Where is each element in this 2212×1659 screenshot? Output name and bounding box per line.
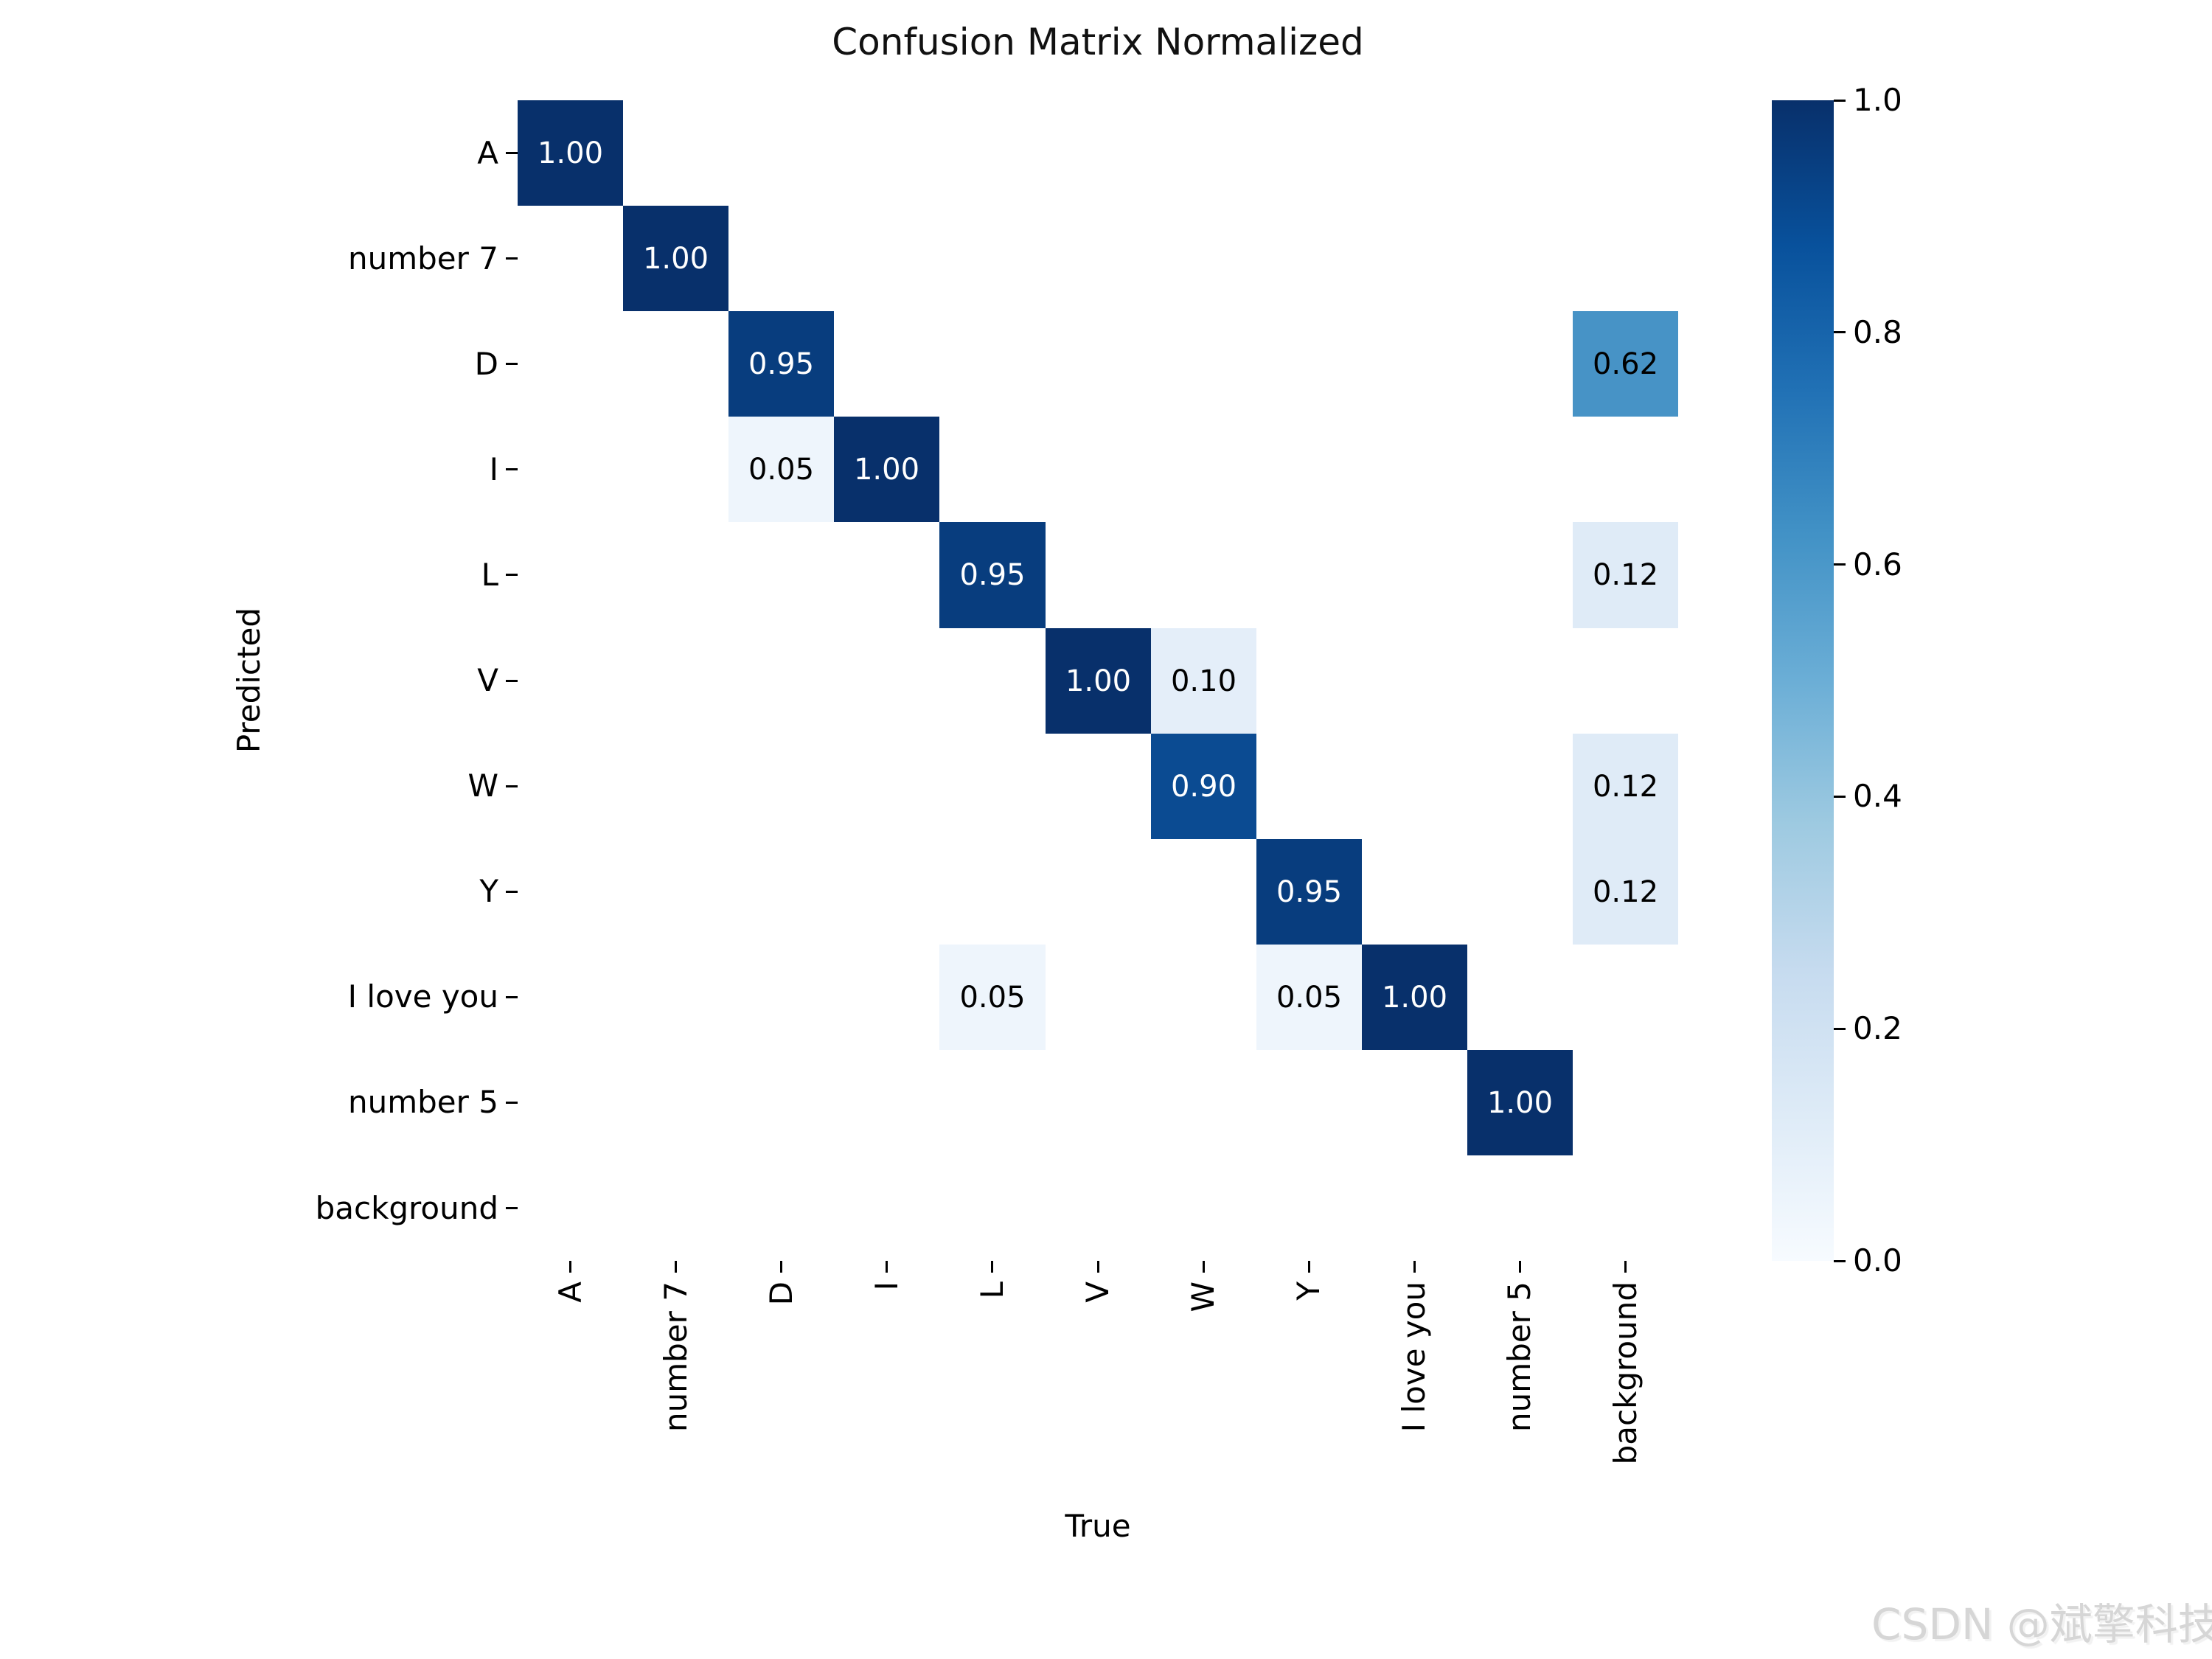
x-tick-mark [1203, 1261, 1205, 1273]
x-tick-label: Y [1290, 1281, 1326, 1301]
y-tick-mark [506, 363, 518, 365]
heatmap-cell: 0.95 [728, 311, 834, 417]
y-tick-label: Y [479, 873, 498, 909]
heatmap-cell: 0.05 [939, 945, 1046, 1050]
y-tick-mark [506, 785, 518, 787]
y-tick-mark [506, 680, 518, 682]
colorbar-tick-mark [1834, 1260, 1846, 1262]
heatmap-cell: 1.00 [1046, 628, 1151, 734]
y-tick-label: I love you [347, 978, 498, 1015]
heatmap-cell: 0.95 [1256, 839, 1362, 945]
y-tick-mark [506, 468, 518, 470]
y-tick-label: number 5 [348, 1084, 498, 1120]
y-tick-label: W [467, 768, 498, 804]
x-tick-label: W [1185, 1281, 1221, 1312]
y-tick-mark [506, 1207, 518, 1209]
colorbar-tick-label: 0.6 [1853, 546, 1902, 582]
y-tick-label: D [474, 346, 498, 382]
colorbar-tick-mark [1834, 1028, 1846, 1030]
heatmap-cell: 0.12 [1573, 734, 1678, 839]
heatmap-cell: 1.00 [623, 206, 728, 311]
chart-title: Confusion Matrix Normalized [832, 21, 1364, 63]
x-tick-label: I love you [1396, 1281, 1432, 1433]
x-tick-mark [1413, 1261, 1416, 1273]
colorbar-tick-label: 0.4 [1853, 778, 1902, 814]
heatmap-cell: 1.00 [1467, 1050, 1573, 1155]
colorbar-tick-label: 0.8 [1853, 314, 1902, 350]
x-tick-label: V [1079, 1281, 1116, 1303]
x-tick-mark [675, 1261, 677, 1273]
heatmap-cell: 0.12 [1573, 839, 1678, 945]
y-tick-label: A [477, 135, 498, 171]
x-tick-label: background [1607, 1281, 1644, 1465]
colorbar-gradient [1772, 100, 1834, 1261]
y-tick-label: I [489, 451, 498, 487]
heatmap-cell: 0.95 [939, 522, 1046, 628]
colorbar-tick-label: 0.2 [1853, 1010, 1902, 1046]
x-tick-label: number 5 [1501, 1281, 1537, 1432]
heatmap-cell: 0.12 [1573, 522, 1678, 628]
heatmap-cell: 0.05 [1256, 945, 1362, 1050]
colorbar-tick-mark [1834, 331, 1846, 333]
x-tick-mark [1308, 1261, 1310, 1273]
y-tick-mark [506, 891, 518, 893]
heatmap-cell: 1.00 [518, 100, 623, 206]
colorbar-tick-mark [1834, 796, 1846, 798]
colorbar-tick-label: 0.0 [1853, 1242, 1902, 1279]
x-tick-mark [1097, 1261, 1099, 1273]
heatmap-cell: 0.10 [1151, 628, 1256, 734]
x-tick-mark [569, 1261, 571, 1273]
colorbar-tick-mark [1834, 563, 1846, 566]
x-tick-mark [991, 1261, 993, 1273]
x-tick-mark [780, 1261, 782, 1273]
heatmap-cell: 1.00 [834, 417, 939, 522]
x-tick-label: A [552, 1281, 588, 1303]
heatmap-cell: 0.90 [1151, 734, 1256, 839]
colorbar-tick-mark [1834, 100, 1846, 102]
y-tick-mark [506, 1102, 518, 1104]
y-tick-mark [506, 152, 518, 154]
x-tick-label: I [869, 1281, 905, 1291]
y-tick-label: V [477, 662, 498, 698]
x-tick-mark [1624, 1261, 1627, 1273]
x-tick-label: D [763, 1281, 799, 1306]
x-axis-title: True [1065, 1508, 1131, 1544]
y-tick-mark [506, 574, 518, 576]
watermark-text: CSDN @斌擎科技 [1871, 1599, 2212, 1649]
x-tick-mark [886, 1261, 888, 1273]
y-tick-mark [506, 996, 518, 998]
x-tick-mark [1519, 1261, 1521, 1273]
y-tick-mark [506, 257, 518, 260]
heatmap-cell: 0.05 [728, 417, 834, 522]
y-tick-label: number 7 [348, 240, 498, 276]
x-tick-label: number 7 [658, 1281, 694, 1432]
heatmap-cell: 1.00 [1362, 945, 1467, 1050]
y-tick-label: L [481, 557, 498, 593]
x-tick-label: L [974, 1281, 1010, 1299]
y-tick-label: background [315, 1190, 498, 1226]
colorbar-tick-label: 1.0 [1853, 82, 1902, 118]
heatmap-cell: 0.62 [1573, 311, 1678, 417]
